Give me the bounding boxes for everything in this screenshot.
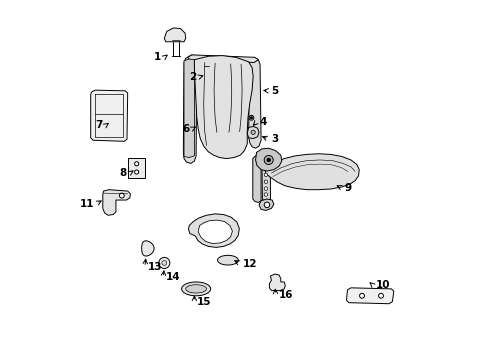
- Circle shape: [119, 193, 124, 198]
- Polygon shape: [102, 190, 130, 215]
- Circle shape: [162, 261, 166, 265]
- Circle shape: [264, 173, 267, 176]
- Polygon shape: [269, 274, 285, 291]
- Circle shape: [248, 115, 253, 120]
- Text: 16: 16: [278, 290, 292, 300]
- Text: 15: 15: [197, 297, 211, 307]
- Text: 7: 7: [95, 120, 102, 130]
- Polygon shape: [255, 148, 281, 171]
- Circle shape: [266, 158, 270, 162]
- Circle shape: [264, 202, 269, 208]
- Circle shape: [134, 162, 139, 166]
- Text: 9: 9: [344, 183, 350, 193]
- Circle shape: [264, 156, 273, 165]
- Polygon shape: [142, 241, 154, 256]
- Text: 11: 11: [79, 198, 94, 208]
- Polygon shape: [185, 285, 206, 293]
- Circle shape: [264, 159, 267, 163]
- Text: 8: 8: [120, 168, 127, 178]
- Polygon shape: [194, 55, 253, 158]
- Polygon shape: [128, 158, 145, 178]
- Polygon shape: [346, 288, 393, 304]
- Text: 2: 2: [188, 72, 196, 82]
- Text: 4: 4: [259, 117, 266, 127]
- Text: 13: 13: [147, 262, 162, 272]
- Polygon shape: [217, 255, 238, 265]
- Text: 10: 10: [375, 280, 389, 291]
- Polygon shape: [247, 126, 259, 139]
- Circle shape: [359, 293, 364, 298]
- Polygon shape: [252, 155, 261, 202]
- Text: 3: 3: [271, 134, 278, 144]
- Polygon shape: [90, 90, 127, 141]
- Circle shape: [264, 166, 267, 170]
- Circle shape: [378, 293, 383, 298]
- Polygon shape: [261, 153, 270, 202]
- Polygon shape: [183, 59, 194, 158]
- Text: 14: 14: [166, 273, 180, 283]
- Circle shape: [264, 187, 267, 190]
- Polygon shape: [164, 28, 185, 42]
- Circle shape: [264, 180, 267, 184]
- Text: 1: 1: [154, 52, 161, 62]
- Text: 12: 12: [243, 258, 257, 269]
- Polygon shape: [183, 55, 196, 163]
- Polygon shape: [264, 154, 359, 190]
- Circle shape: [203, 63, 209, 69]
- Circle shape: [264, 193, 267, 196]
- Polygon shape: [198, 220, 232, 244]
- Polygon shape: [187, 55, 258, 63]
- Polygon shape: [259, 199, 273, 210]
- Circle shape: [134, 170, 139, 174]
- Polygon shape: [248, 58, 261, 148]
- Text: 6: 6: [182, 124, 189, 134]
- Circle shape: [250, 130, 255, 134]
- Circle shape: [159, 257, 169, 269]
- Polygon shape: [188, 214, 239, 247]
- Text: 5: 5: [271, 86, 278, 96]
- Circle shape: [250, 117, 252, 119]
- Polygon shape: [181, 282, 210, 296]
